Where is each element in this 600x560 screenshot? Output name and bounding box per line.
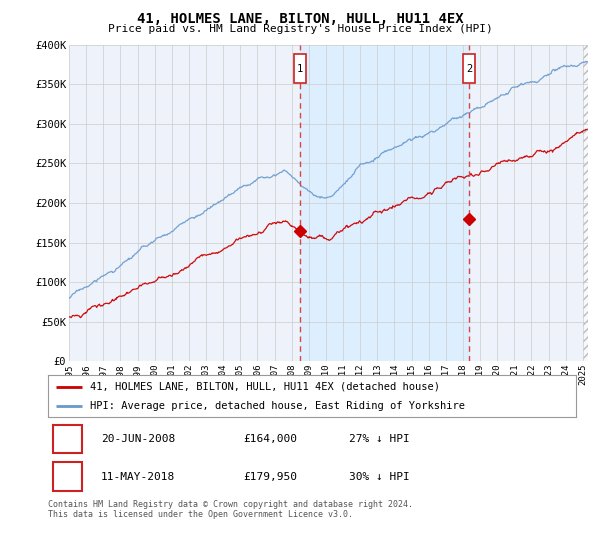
Bar bbox=[300, 45, 469, 361]
FancyBboxPatch shape bbox=[53, 424, 82, 453]
Text: 20-JUN-2008: 20-JUN-2008 bbox=[101, 434, 175, 444]
FancyBboxPatch shape bbox=[294, 54, 306, 83]
Text: Price paid vs. HM Land Registry's House Price Index (HPI): Price paid vs. HM Land Registry's House … bbox=[107, 24, 493, 34]
FancyBboxPatch shape bbox=[53, 463, 82, 491]
Text: 1: 1 bbox=[296, 63, 303, 73]
FancyBboxPatch shape bbox=[463, 54, 475, 83]
Text: £179,950: £179,950 bbox=[244, 472, 298, 482]
Bar bbox=[583, 45, 588, 361]
Bar bbox=[583, 45, 588, 361]
Text: HPI: Average price, detached house, East Riding of Yorkshire: HPI: Average price, detached house, East… bbox=[90, 401, 465, 411]
Text: £164,000: £164,000 bbox=[244, 434, 298, 444]
Text: 2: 2 bbox=[466, 63, 472, 73]
Text: 30% ↓ HPI: 30% ↓ HPI bbox=[349, 472, 410, 482]
Text: 1: 1 bbox=[64, 434, 71, 444]
Text: 2: 2 bbox=[64, 472, 71, 482]
Text: 41, HOLMES LANE, BILTON, HULL, HU11 4EX (detached house): 41, HOLMES LANE, BILTON, HULL, HU11 4EX … bbox=[90, 381, 440, 391]
Text: 41, HOLMES LANE, BILTON, HULL, HU11 4EX: 41, HOLMES LANE, BILTON, HULL, HU11 4EX bbox=[137, 12, 463, 26]
Text: 11-MAY-2018: 11-MAY-2018 bbox=[101, 472, 175, 482]
Text: 27% ↓ HPI: 27% ↓ HPI bbox=[349, 434, 410, 444]
Text: Contains HM Land Registry data © Crown copyright and database right 2024.
This d: Contains HM Land Registry data © Crown c… bbox=[48, 500, 413, 519]
